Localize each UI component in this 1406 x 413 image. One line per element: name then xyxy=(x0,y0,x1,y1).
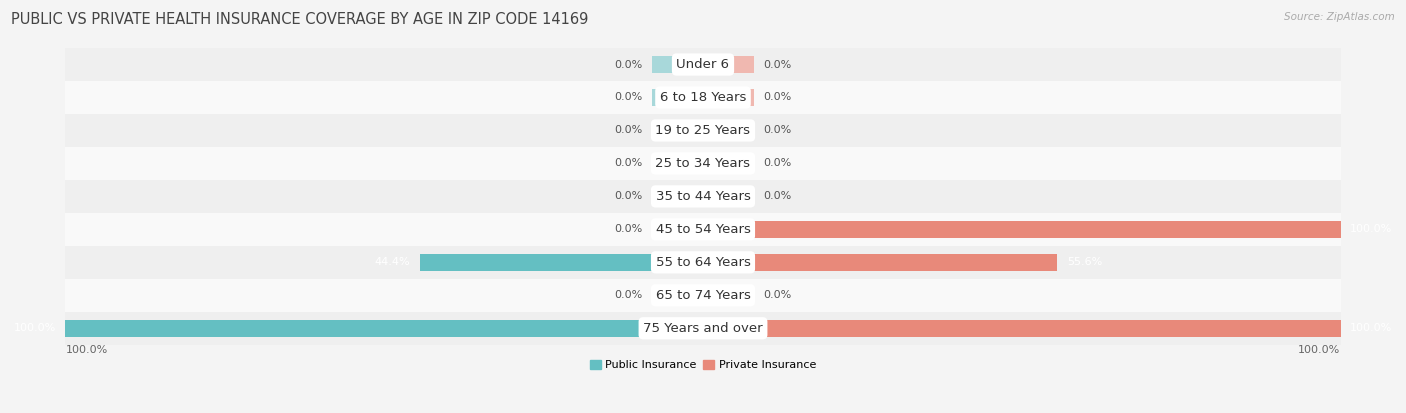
Text: 0.0%: 0.0% xyxy=(763,290,792,300)
Bar xyxy=(652,188,703,205)
Text: 0.0%: 0.0% xyxy=(614,159,643,169)
Bar xyxy=(703,287,754,304)
Text: 100.0%: 100.0% xyxy=(1298,345,1340,355)
Text: 55.6%: 55.6% xyxy=(1067,257,1102,267)
Bar xyxy=(703,155,754,172)
Text: 0.0%: 0.0% xyxy=(614,290,643,300)
Bar xyxy=(66,320,703,337)
Text: 55 to 64 Years: 55 to 64 Years xyxy=(655,256,751,269)
Text: Source: ZipAtlas.com: Source: ZipAtlas.com xyxy=(1284,12,1395,22)
Text: 0.0%: 0.0% xyxy=(614,126,643,135)
Text: 0.0%: 0.0% xyxy=(614,93,643,102)
Text: 19 to 25 Years: 19 to 25 Years xyxy=(655,124,751,137)
Text: PUBLIC VS PRIVATE HEALTH INSURANCE COVERAGE BY AGE IN ZIP CODE 14169: PUBLIC VS PRIVATE HEALTH INSURANCE COVER… xyxy=(11,12,589,27)
Bar xyxy=(652,287,703,304)
Text: 45 to 54 Years: 45 to 54 Years xyxy=(655,223,751,236)
Bar xyxy=(66,114,1340,147)
Bar xyxy=(652,122,703,139)
Text: 0.0%: 0.0% xyxy=(614,224,643,234)
Bar xyxy=(652,89,703,106)
Text: 75 Years and over: 75 Years and over xyxy=(643,322,763,335)
Bar xyxy=(66,81,1340,114)
Bar xyxy=(66,312,1340,345)
Bar xyxy=(703,221,1340,238)
Bar xyxy=(66,147,1340,180)
Bar xyxy=(703,122,754,139)
Bar xyxy=(652,221,703,238)
Text: 0.0%: 0.0% xyxy=(763,159,792,169)
Bar xyxy=(703,254,1057,271)
Bar xyxy=(703,89,754,106)
Bar xyxy=(652,155,703,172)
Text: 6 to 18 Years: 6 to 18 Years xyxy=(659,91,747,104)
Text: 0.0%: 0.0% xyxy=(614,191,643,202)
Bar xyxy=(420,254,703,271)
Text: 25 to 34 Years: 25 to 34 Years xyxy=(655,157,751,170)
Bar xyxy=(703,320,1340,337)
Text: 100.0%: 100.0% xyxy=(1350,224,1392,234)
Text: 100.0%: 100.0% xyxy=(14,323,56,333)
Bar xyxy=(66,48,1340,81)
Bar xyxy=(66,180,1340,213)
Bar xyxy=(703,56,754,73)
Text: 100.0%: 100.0% xyxy=(1350,323,1392,333)
Text: Under 6: Under 6 xyxy=(676,58,730,71)
Bar xyxy=(66,279,1340,312)
Text: 44.4%: 44.4% xyxy=(375,257,411,267)
Text: 65 to 74 Years: 65 to 74 Years xyxy=(655,289,751,302)
Text: 0.0%: 0.0% xyxy=(763,93,792,102)
Text: 0.0%: 0.0% xyxy=(614,59,643,69)
Text: 0.0%: 0.0% xyxy=(763,191,792,202)
Bar xyxy=(703,188,754,205)
Text: 0.0%: 0.0% xyxy=(763,59,792,69)
Bar xyxy=(66,213,1340,246)
Text: 35 to 44 Years: 35 to 44 Years xyxy=(655,190,751,203)
Bar xyxy=(652,56,703,73)
Legend: Public Insurance, Private Insurance: Public Insurance, Private Insurance xyxy=(585,356,821,375)
Text: 100.0%: 100.0% xyxy=(66,345,108,355)
Text: 0.0%: 0.0% xyxy=(763,126,792,135)
Bar xyxy=(66,246,1340,279)
